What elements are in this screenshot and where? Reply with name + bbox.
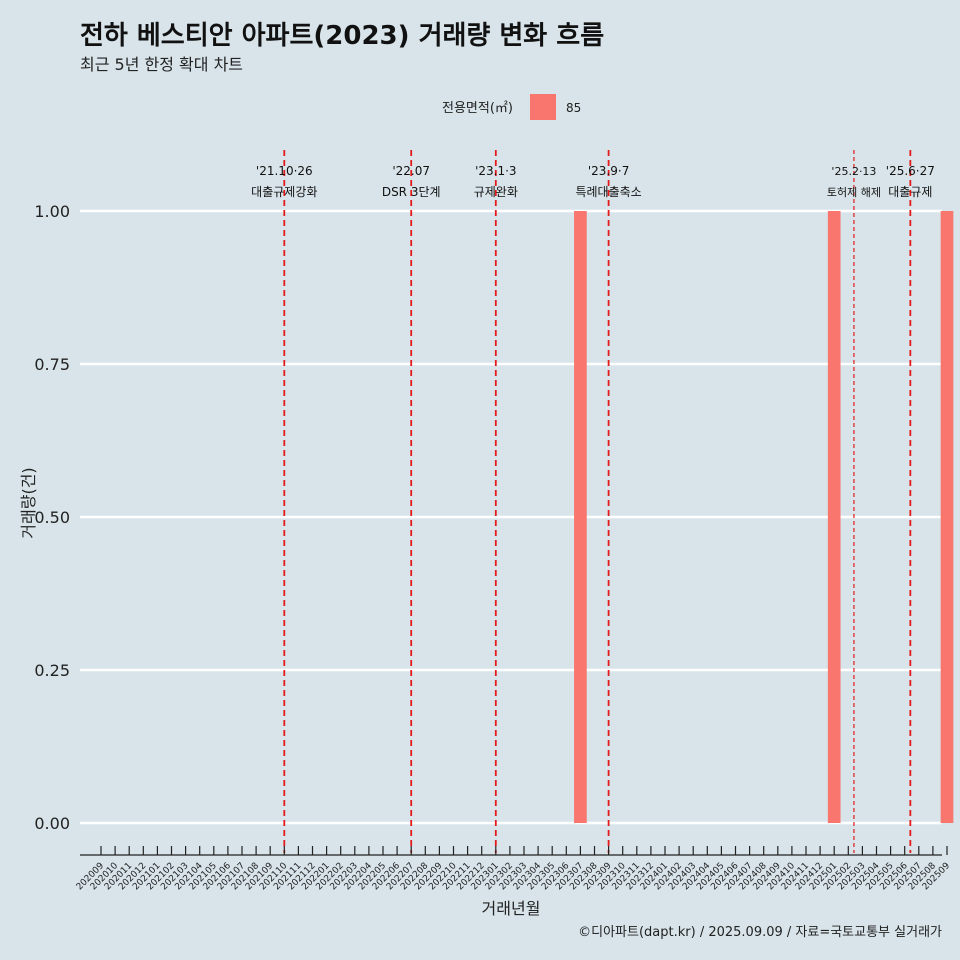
grid: [80, 209, 942, 825]
y-tick-label: 0.25: [34, 661, 70, 680]
x-axis: 2020092020102020112020122021012021022021…: [75, 846, 952, 892]
annotation-date: '23.1·3: [475, 164, 516, 178]
legend-label-85: 85: [566, 101, 581, 115]
y-tick-label: 0.00: [34, 814, 70, 833]
bars: [574, 211, 954, 823]
annotation-label: 토허제 해제: [827, 185, 881, 199]
legend-title: 전용면적(㎡): [442, 101, 513, 116]
caption: ©디아파트(dapt.kr) / 2025.09.09 / 자료=국토교통부 실…: [578, 925, 942, 940]
legend: 전용면적(㎡) 85: [442, 94, 581, 120]
annotation-date: '25.2·13: [831, 165, 876, 178]
annotation-date: '21.10·26: [256, 164, 313, 178]
annotation-date: '25.6·27: [886, 164, 935, 178]
annotation-date: '22.07: [392, 164, 430, 178]
chart-subtitle: 최근 5년 한정 확대 차트: [80, 55, 243, 74]
annotation-date: '23.9·7: [588, 164, 629, 178]
annotation-label: 대출규제강화: [251, 185, 317, 199]
bar-202501: [827, 211, 841, 823]
bar-202509: [940, 211, 954, 823]
y-axis: 0.00 0.25 0.50 0.75 1.00: [34, 202, 70, 833]
chart-title: 전하 베스티안 아파트(2023) 거래량 변화 흐름: [80, 21, 604, 51]
annotation-label: 규제완화: [474, 185, 518, 199]
annotation-label: DSR 3단계: [382, 185, 441, 199]
y-tick-label: 0.50: [34, 508, 70, 527]
y-tick-label: 0.75: [34, 355, 70, 374]
y-axis-title: 거래량(건): [19, 467, 38, 538]
y-tick-label: 1.00: [34, 202, 70, 221]
annotation-label: 특례대출축소: [575, 185, 641, 199]
legend-swatch-85: [530, 94, 556, 120]
annotations: '21.10·26 대출규제강화 '22.07 DSR 3단계 '23.1·3 규제완화 '…: [251, 150, 935, 853]
annotation-label: 대출규제: [888, 185, 932, 199]
bar-202307: [574, 211, 587, 823]
x-axis-title: 거래년월: [482, 899, 541, 918]
